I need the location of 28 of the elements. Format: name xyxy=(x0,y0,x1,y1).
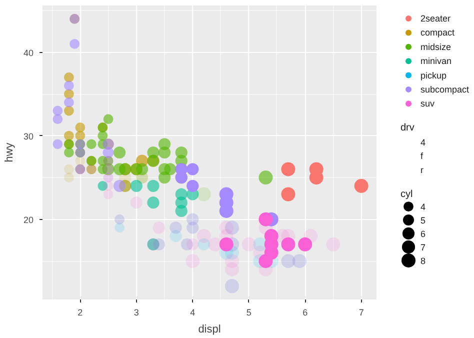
x-tick-label: 7 xyxy=(358,308,364,318)
x-tick-label: 6 xyxy=(302,308,308,318)
legend-label: compact xyxy=(420,28,456,38)
x-tick-label: 4 xyxy=(190,308,196,318)
legend-label: 4 xyxy=(420,202,426,212)
x-axis-title: displ xyxy=(198,324,221,336)
legend-label: pickup xyxy=(420,70,447,80)
y-tick-label: 30 xyxy=(23,131,34,142)
legend-label: 7 xyxy=(420,242,426,252)
legend-label: subcompact xyxy=(420,84,470,94)
y-axis-title: hwy xyxy=(3,142,16,162)
text: r xyxy=(420,164,424,175)
x-tick-label: 3 xyxy=(134,308,139,318)
x-tick-label: 2 xyxy=(78,308,83,318)
text: f xyxy=(420,151,424,162)
legend-label: suv xyxy=(420,98,436,109)
x-tick-label: 5 xyxy=(246,308,252,318)
legend-label: midsize xyxy=(420,42,452,52)
legend-label: 8 xyxy=(420,256,426,266)
y-tick-label: 40 xyxy=(23,48,34,58)
text: cyl xyxy=(400,188,413,200)
legend-label: minivan xyxy=(420,56,452,66)
legend-label: 6 xyxy=(420,228,426,239)
y-tick-label: 20 xyxy=(23,214,34,225)
legend-label: 2seater xyxy=(420,14,451,24)
text: 4 xyxy=(420,138,426,148)
legend-label: 5 xyxy=(420,216,426,226)
text: drv xyxy=(400,122,414,134)
